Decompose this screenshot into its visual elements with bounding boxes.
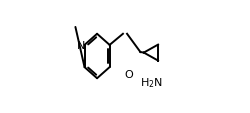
Text: O: O: [124, 69, 133, 79]
Text: N: N: [77, 41, 86, 50]
Text: $\mathregular{H_2N}$: $\mathregular{H_2N}$: [140, 76, 163, 89]
